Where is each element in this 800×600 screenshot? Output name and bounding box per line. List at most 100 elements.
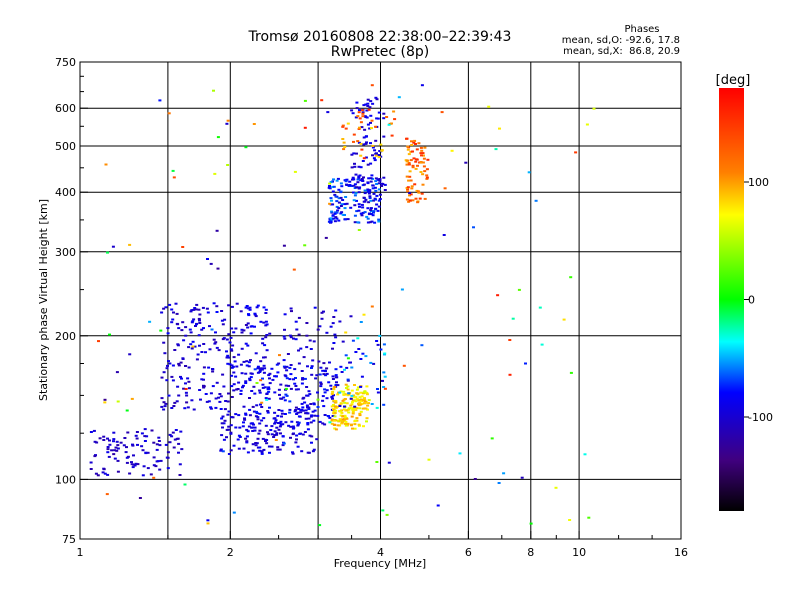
data-point — [324, 236, 328, 239]
data-point — [349, 206, 353, 209]
data-point — [343, 414, 347, 417]
data-point — [89, 468, 93, 470]
data-point — [267, 397, 271, 400]
data-point — [346, 379, 350, 382]
data-point — [119, 441, 123, 444]
data-point — [355, 152, 358, 155]
data-point — [126, 431, 130, 434]
data-point — [204, 351, 207, 354]
data-point — [184, 382, 187, 385]
data-point — [288, 366, 292, 369]
data-point — [371, 102, 375, 105]
data-point — [327, 186, 331, 189]
data-point — [126, 455, 130, 458]
data-point — [227, 333, 231, 336]
plot-area — [79, 61, 682, 540]
data-point — [380, 149, 384, 152]
data-point — [346, 388, 350, 391]
data-point — [375, 98, 379, 101]
data-point — [340, 185, 344, 188]
data-point — [106, 451, 110, 454]
data-point — [358, 109, 361, 112]
data-point — [361, 111, 365, 114]
data-point — [263, 386, 267, 389]
data-point — [415, 148, 419, 151]
data-point — [255, 410, 258, 413]
data-point — [97, 340, 100, 343]
data-point — [411, 166, 415, 169]
data-point — [172, 176, 176, 179]
data-point — [288, 334, 292, 337]
data-point — [166, 451, 170, 454]
data-point — [315, 438, 319, 441]
data-point — [261, 337, 265, 340]
data-point — [246, 322, 250, 325]
data-point — [242, 360, 246, 363]
data-point — [369, 121, 372, 124]
data-point — [197, 308, 201, 311]
data-point — [348, 184, 352, 186]
data-point — [314, 377, 318, 380]
data-point — [336, 424, 340, 427]
data-point — [332, 408, 335, 411]
data-point — [171, 431, 175, 434]
data-point — [355, 199, 358, 202]
data-point — [357, 209, 361, 212]
data-point — [198, 389, 202, 391]
data-point — [328, 182, 332, 185]
data-point — [496, 294, 500, 297]
data-point — [131, 466, 135, 469]
data-point — [349, 397, 353, 400]
data-point — [248, 308, 252, 311]
data-point — [321, 422, 325, 425]
data-point — [365, 420, 368, 423]
data-point — [338, 418, 342, 421]
data-point — [198, 344, 201, 347]
data-point — [330, 418, 334, 421]
data-point — [209, 262, 213, 265]
data-point — [237, 353, 241, 356]
data-point — [318, 373, 322, 376]
data-point — [268, 451, 271, 454]
data-point — [363, 397, 366, 400]
data-point — [350, 394, 354, 397]
data-point — [359, 358, 363, 360]
data-point — [307, 406, 311, 409]
data-point — [376, 117, 380, 120]
data-point — [225, 350, 228, 353]
data-point — [128, 353, 132, 356]
data-point — [295, 421, 299, 424]
data-point — [365, 116, 369, 119]
data-point — [244, 380, 248, 383]
data-point — [108, 439, 111, 442]
data-point — [382, 176, 386, 179]
data-point — [407, 163, 411, 166]
data-point — [245, 305, 249, 307]
data-point — [289, 373, 293, 376]
data-point — [351, 410, 355, 413]
data-point — [227, 304, 231, 307]
data-point — [292, 337, 295, 340]
data-point — [341, 340, 345, 343]
data-point — [274, 419, 278, 422]
data-point — [374, 177, 378, 180]
data-point — [159, 459, 163, 462]
data-point — [299, 409, 303, 412]
data-point — [316, 391, 319, 394]
colorbar-tick-label: 100 — [748, 176, 769, 189]
legend-line-x: mean, sd,X: 86.8, 20.9 — [563, 46, 680, 57]
data-point — [159, 329, 163, 332]
data-point — [277, 388, 281, 391]
data-point — [344, 218, 347, 221]
data-point — [170, 321, 174, 324]
data-point — [416, 164, 419, 167]
data-point — [359, 179, 363, 182]
x-tick-label: 6 — [465, 546, 472, 559]
data-point — [249, 359, 252, 362]
data-point — [294, 377, 297, 379]
data-point — [442, 234, 446, 236]
data-point — [290, 420, 294, 423]
data-point — [212, 89, 215, 92]
data-point — [341, 138, 345, 140]
data-point — [417, 142, 421, 145]
